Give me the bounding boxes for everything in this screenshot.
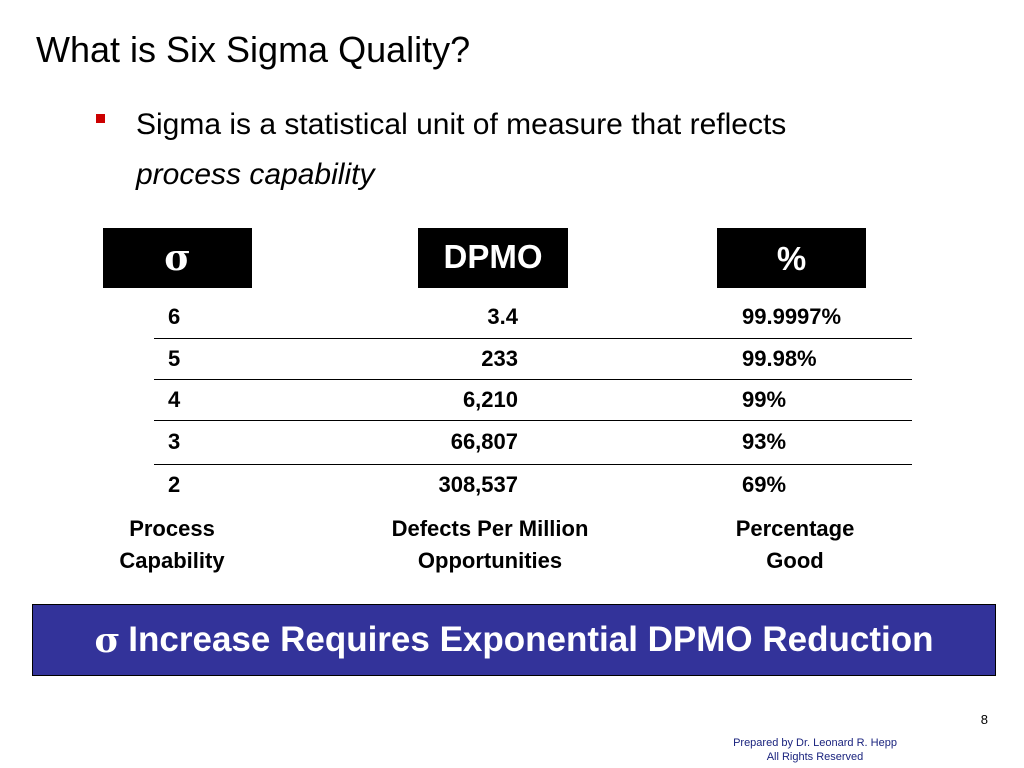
bullet-text-italic: process capability — [136, 158, 375, 191]
dpmo-cell: 233 — [481, 346, 518, 371]
table-row: 2 308,537 69% — [154, 464, 912, 505]
row-divider — [154, 420, 912, 421]
caption-percentage-good: Percentage Good — [700, 513, 890, 577]
conclusion-banner: σ Increase Requires Exponential DPMO Red… — [32, 604, 996, 676]
row-divider — [154, 464, 912, 465]
caption-process-capability: Process Capability — [98, 513, 246, 577]
dpmo-cell: 66,807 — [450, 429, 518, 454]
footer-credit: Prepared by Dr. Leonard R. Hepp All Righ… — [690, 736, 940, 764]
percent-cell: 93% — [742, 429, 787, 454]
caption-line: Defects Per Million — [391, 516, 589, 541]
sigma-cell: 5 — [168, 346, 181, 371]
percent-cell: 99% — [742, 387, 787, 412]
table-row: 4 6,210 99% — [154, 379, 912, 420]
percent-cell: 99.98% — [742, 346, 817, 371]
table-row: 3 66,807 93% — [154, 421, 912, 462]
dpmo-cell: 308,537 — [438, 472, 518, 497]
dpmo-cell: 3.4 — [487, 304, 518, 329]
banner-text: Increase Requires Exponential DPMO Reduc… — [128, 620, 934, 659]
percent-cell: 69% — [742, 472, 787, 497]
header-sigma: σ — [103, 228, 252, 288]
footer-line-rights: All Rights Reserved — [766, 751, 864, 763]
table-row: 5 233 99.98% — [154, 338, 912, 379]
header-percent: % — [717, 228, 866, 288]
caption-line: Process — [129, 516, 215, 541]
row-divider — [154, 379, 912, 380]
sigma-symbol: σ — [94, 619, 121, 661]
percent-cell: 99.9997% — [742, 304, 842, 329]
caption-line: Percentage — [735, 516, 855, 541]
bullet-text-main: Sigma is a statistical unit of measure t… — [136, 108, 787, 141]
page-number: 8 — [980, 712, 988, 727]
caption-line: Good — [766, 548, 824, 573]
square-bullet-icon — [96, 114, 105, 123]
sigma-cell: 6 — [168, 304, 181, 329]
bullet-text: Sigma is a statistical unit of measure t… — [136, 100, 786, 200]
row-divider — [154, 338, 912, 339]
footer-line-author: Prepared by Dr. Leonard R. Hepp — [733, 737, 897, 749]
header-dpmo: DPMO — [418, 228, 568, 288]
caption-line: Opportunities — [417, 548, 563, 573]
caption-line: Capability — [119, 548, 225, 573]
sigma-cell: 2 — [168, 472, 181, 497]
sigma-cell: 3 — [168, 429, 181, 454]
sigma-cell: 4 — [168, 387, 181, 412]
caption-dpmo: Defects Per Million Opportunities — [350, 513, 630, 577]
slide-title: What is Six Sigma Quality? — [36, 29, 471, 70]
dpmo-cell: 6,210 — [462, 387, 518, 412]
table-row: 6 3.4 99.9997% — [154, 296, 912, 337]
